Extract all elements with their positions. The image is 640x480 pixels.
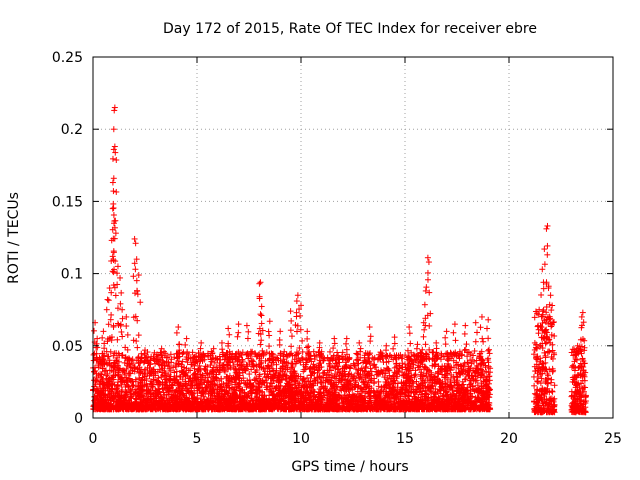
data-point [152, 360, 159, 367]
data-point [362, 393, 369, 400]
data-points [90, 104, 589, 416]
data-point [326, 360, 333, 367]
data-point [473, 377, 480, 384]
data-point [128, 378, 135, 385]
data-point [139, 392, 146, 399]
data-point [115, 358, 122, 365]
data-point [351, 362, 358, 369]
data-point [317, 378, 324, 385]
data-point [296, 380, 303, 387]
data-point [338, 353, 345, 360]
data-point [241, 366, 248, 373]
data-point [201, 356, 208, 363]
data-point [486, 386, 493, 393]
data-point [222, 368, 229, 375]
data-point [300, 375, 307, 382]
data-point [327, 348, 334, 355]
data-point [402, 361, 409, 368]
data-point [334, 349, 341, 356]
data-point [263, 349, 270, 356]
data-point [181, 364, 188, 371]
data-point [288, 350, 295, 357]
data-point [243, 361, 250, 368]
data-point [461, 360, 468, 367]
data-point [299, 356, 306, 363]
data-point [239, 349, 246, 356]
data-point [339, 349, 346, 356]
data-point [90, 351, 97, 358]
data-point [170, 364, 177, 371]
data-point [130, 382, 137, 389]
data-point [446, 353, 453, 360]
data-point [377, 349, 384, 356]
data-point [167, 351, 174, 358]
data-point [158, 373, 165, 380]
data-point [486, 377, 493, 384]
data-point [98, 371, 105, 378]
data-point [208, 358, 215, 365]
data-point [367, 365, 374, 372]
data-point [121, 371, 128, 378]
data-point [469, 393, 476, 400]
data-point [375, 378, 382, 385]
data-point [458, 363, 465, 370]
